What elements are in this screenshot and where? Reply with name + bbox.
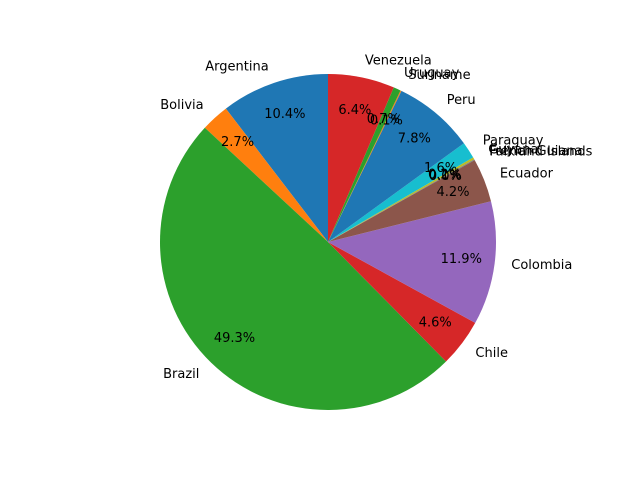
slice-pct-colombia: 11.9% — [441, 252, 482, 267]
slice-label-venezuela: Venezuela — [365, 53, 432, 68]
pie-slice-venezuela — [328, 74, 394, 242]
slice-pct-chile: 4.6% — [419, 316, 452, 331]
slice-label-falkland-islands: Falkland Islands — [489, 144, 592, 159]
slice-pct-ecuador: 4.2% — [436, 185, 469, 200]
slice-label-colombia: Colombia — [511, 258, 572, 273]
pie-labels: Argentina 10.4% Bolivia 2.7% Brazil 49.3% Chil… — [160, 53, 592, 382]
pie-slice-suriname — [328, 90, 402, 242]
pie-slice-ecuador — [328, 160, 491, 242]
slice-pct-uruguay: 0.7% — [367, 112, 400, 127]
pie-wedges — [159, 74, 497, 411]
slice-pct-suriname: 0.1% — [370, 113, 403, 128]
slice-pct-french-guiana: 0.1% — [429, 169, 462, 184]
slice-label-peru: Peru — [447, 93, 476, 108]
slice-pct-argentina: 10.4% — [264, 107, 305, 122]
slice-pct-falkland-islands: 0.0% — [429, 169, 462, 184]
slice-label-uruguay: Uruguay — [404, 66, 460, 81]
pie-slice-bolivia — [204, 108, 328, 242]
slice-pct-guyana: 0.2% — [428, 168, 461, 183]
pie-slice-guyana — [328, 157, 475, 242]
pie-slice-uruguay — [328, 87, 401, 242]
pie-slice-chile — [328, 242, 476, 362]
slice-label-french-guiana: French Guiana — [489, 144, 582, 159]
slice-label-chile: Chile — [475, 346, 508, 361]
slice-label-guyana: Guyana — [488, 142, 538, 157]
slice-pct-bolivia: 2.7% — [221, 135, 254, 150]
slice-label-paraguay: Paraguay — [483, 134, 544, 149]
slice-label-bolivia: Bolivia — [160, 98, 203, 113]
pie-slice-brazil — [159, 127, 447, 411]
pie-slice-argentina — [225, 74, 328, 242]
slice-label-ecuador: Ecuador — [500, 166, 554, 181]
pie-slice-peru — [328, 90, 464, 242]
slice-pct-brazil: 49.3% — [214, 331, 255, 346]
pie-slice-french-guiana — [328, 159, 475, 242]
slice-label-suriname: Suriname — [408, 68, 470, 83]
pie-slice-paraguay — [328, 143, 474, 242]
pie-slice-colombia — [328, 201, 497, 323]
slice-pct-peru: 7.8% — [398, 131, 431, 146]
slice-pct-venezuela: 6.4% — [338, 103, 371, 118]
slice-pct-paraguay: 1.6% — [424, 161, 457, 176]
slice-label-argentina: Argentina — [205, 59, 268, 74]
slice-label-brazil: Brazil — [163, 367, 199, 382]
